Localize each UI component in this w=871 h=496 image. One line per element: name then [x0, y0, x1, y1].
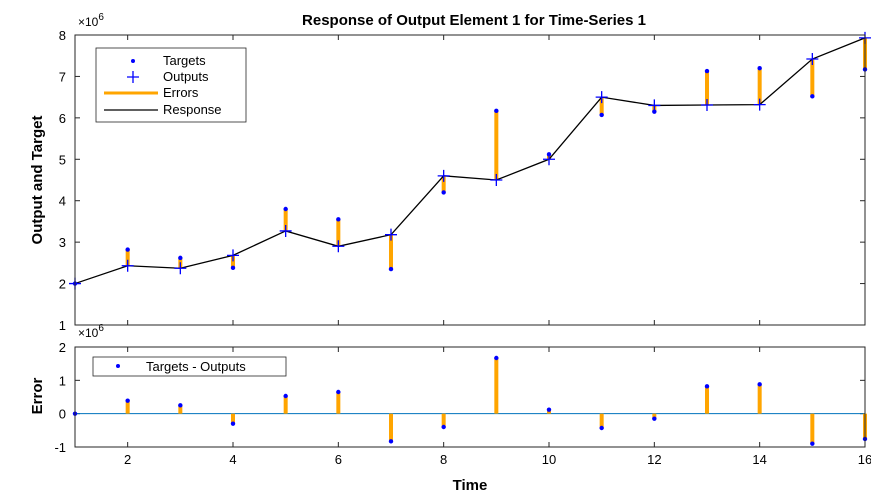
difference-point [388, 439, 394, 444]
difference-point [230, 421, 236, 426]
output-point [385, 228, 397, 241]
legend-diff-marker [116, 364, 120, 368]
legend-targets-marker [131, 59, 135, 63]
bottom-axes-box [74, 346, 866, 448]
x-tick-label: 16 [858, 452, 871, 467]
bottom-legend-box [92, 356, 287, 377]
bottom-y-tick-label: 2 [59, 340, 66, 355]
bottom-y-axis-label: Error [29, 378, 46, 415]
output-point [490, 174, 503, 186]
x-tick-label: 6 [335, 452, 342, 467]
legend-response-label: Response [163, 102, 222, 117]
x-axis-label: Time [453, 477, 488, 494]
target-point [810, 94, 815, 99]
legend-targets-label: Targets [163, 53, 206, 68]
response-line [74, 37, 866, 285]
top-y-tick-label: 4 [59, 194, 66, 209]
target-point [283, 206, 288, 212]
legend-outputs-marker [127, 71, 139, 83]
output-point [227, 249, 239, 262]
target-point [599, 112, 604, 118]
difference-point [757, 382, 762, 387]
target-point [652, 109, 657, 114]
bottom-exponent-base: ×10 [78, 326, 99, 340]
output-point [806, 53, 819, 66]
bottom-legend: Targets - Outputs [92, 356, 287, 377]
output-point [753, 98, 766, 111]
legend-diff-label: Targets - Outputs [146, 359, 246, 374]
x-tick-label: 4 [229, 452, 236, 467]
target-point [125, 247, 130, 252]
target-point [441, 190, 446, 195]
output-point [121, 259, 134, 272]
difference-point [546, 407, 552, 412]
top-exponent-base: ×10 [78, 15, 99, 29]
top-y-axis-label: Output and Target [29, 116, 46, 245]
top-axes-box [74, 34, 866, 326]
top-plot-area: 1 2 3 4 5 6 7 8 [59, 28, 871, 333]
target-point [546, 152, 552, 157]
x-tick-label: 2 [124, 452, 131, 467]
bottom-exponent-power: 6 [98, 323, 104, 334]
top-y-tick-label: 1 [59, 318, 66, 333]
top-y-tick-label: 6 [59, 111, 66, 126]
x-tick-label: 12 [647, 452, 661, 467]
bottom-y-tick-label: 0 [59, 407, 66, 422]
difference-point [178, 403, 183, 408]
top-y-tick-label: 7 [59, 69, 66, 84]
difference-point [336, 389, 341, 395]
top-y-tick-label: 2 [59, 277, 66, 292]
difference-point [283, 393, 288, 399]
target-point [494, 108, 499, 114]
top-y-tick-label: 8 [59, 28, 66, 43]
difference-point [494, 355, 499, 361]
top-exponent-power: 6 [98, 12, 104, 23]
x-tick-label: 10 [542, 452, 556, 467]
target-point [178, 255, 183, 261]
bottom-y-tick-label: 1 [59, 373, 66, 388]
difference-point [125, 398, 130, 403]
difference-point [652, 416, 657, 421]
difference-point [704, 384, 710, 389]
top-legend: Targets Outputs Errors Response [95, 47, 247, 123]
target-point [388, 266, 394, 272]
difference-point [810, 441, 815, 446]
legend-errors-label: Errors [163, 85, 199, 100]
output-point [437, 169, 450, 182]
x-tick-label: 14 [752, 452, 766, 467]
target-point [336, 217, 341, 222]
difference-point [599, 425, 604, 431]
bottom-y-tick-label: -1 [54, 440, 66, 455]
top-y-tick-label: 5 [59, 152, 66, 167]
output-point [279, 224, 292, 237]
target-point [704, 68, 710, 74]
target-point [230, 265, 236, 271]
bottom-exponent-label: ×106 [78, 323, 104, 340]
target-point [757, 65, 762, 71]
output-point [332, 240, 345, 253]
difference-point [441, 424, 446, 430]
x-tick-label: 8 [440, 452, 447, 467]
output-point [595, 91, 608, 104]
top-exponent-label: ×106 [78, 12, 104, 29]
output-point [701, 99, 713, 112]
chart-title: Response of Output Element 1 for Time-Se… [302, 12, 646, 29]
output-point [648, 99, 661, 112]
top-y-tick-label: 3 [59, 235, 66, 250]
legend-outputs-label: Outputs [163, 69, 209, 84]
output-point [174, 262, 187, 275]
